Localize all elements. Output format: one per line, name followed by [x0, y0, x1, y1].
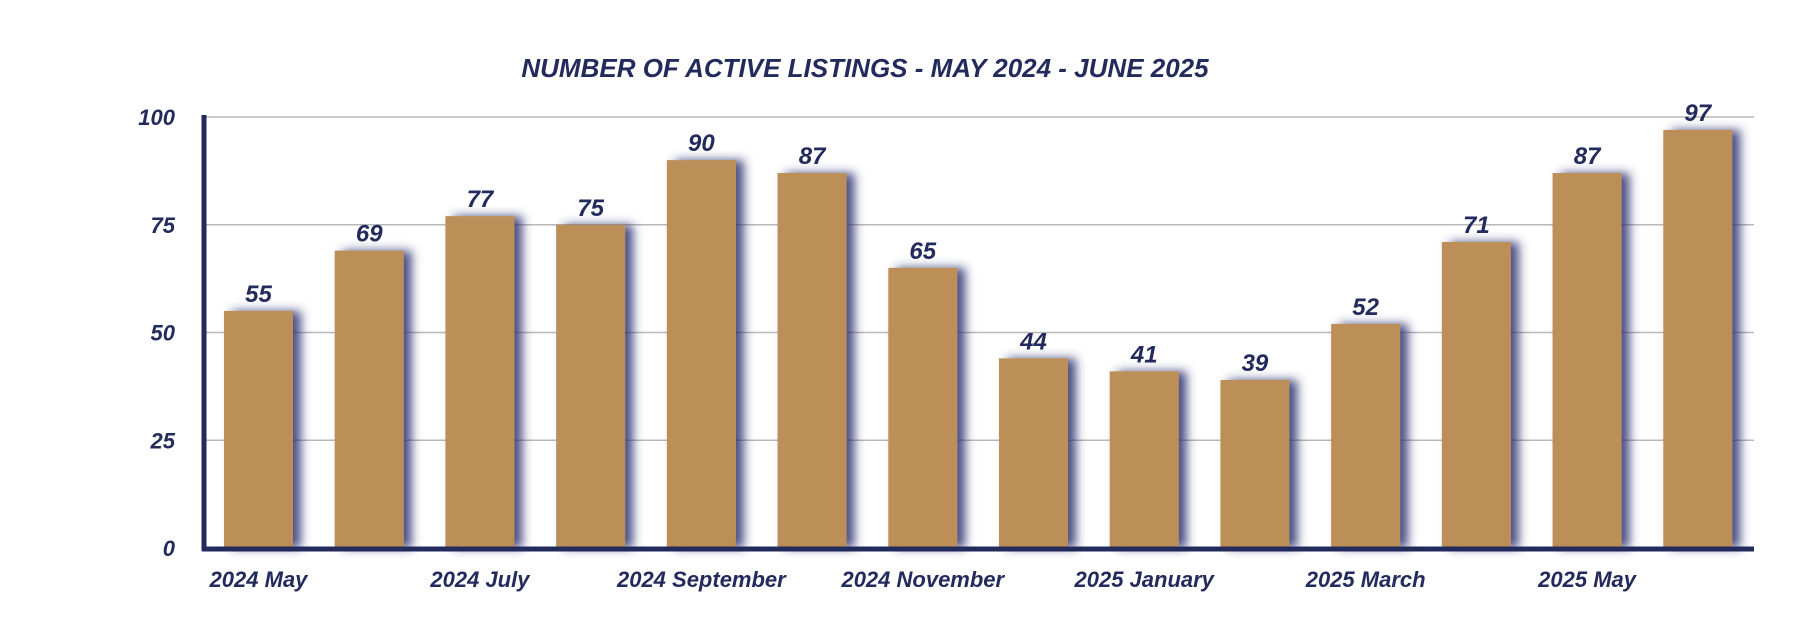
data-label: 69	[356, 221, 383, 248]
x-tick-label: 2025 May	[1537, 567, 1638, 592]
bar	[556, 224, 626, 548]
y-axis-ticks: 0 25 50 75 100	[138, 105, 175, 561]
x-tick-label: 2024 September	[616, 567, 787, 592]
data-label: 52	[1352, 294, 1379, 321]
bar	[1331, 323, 1401, 548]
bar	[999, 358, 1068, 548]
bar	[1109, 371, 1179, 548]
bar	[1663, 129, 1733, 548]
x-tick-label: 2025 January	[1073, 567, 1215, 592]
x-tick-label: 2024 May	[209, 567, 310, 592]
bar	[666, 160, 736, 548]
data-label: 90	[688, 130, 715, 157]
bar	[334, 250, 404, 549]
data-label: 44	[1019, 328, 1047, 355]
data-label: 87	[799, 143, 827, 170]
data-label: 77	[467, 186, 495, 213]
bar	[888, 267, 958, 548]
data-label: 97	[1684, 100, 1712, 127]
x-tick-label: 2024 July	[429, 567, 531, 592]
grid-lines	[204, 116, 1754, 441]
bar	[1220, 379, 1290, 548]
y-tick-label: 100	[138, 105, 175, 130]
data-label: 55	[245, 281, 272, 308]
bar	[1441, 241, 1511, 549]
x-tick-label: 2024 November	[840, 567, 1005, 592]
y-tick-label: 50	[151, 321, 176, 346]
data-label: 71	[1463, 212, 1490, 239]
x-axis-ticks: 2024 May 2024 July 2024 September 2024 Nove…	[209, 567, 1638, 592]
bar	[1552, 173, 1622, 548]
bars	[224, 129, 1733, 549]
bar	[777, 173, 847, 548]
data-label: 41	[1130, 341, 1158, 368]
y-tick-label: 25	[150, 428, 176, 453]
y-tick-label: 0	[163, 536, 176, 561]
data-labels: 55 69 77 75 90 87 65 44 41 39 52 71 87 97	[245, 100, 1713, 377]
x-tick-label: 2025 March	[1305, 567, 1426, 592]
data-label: 87	[1574, 143, 1602, 170]
data-label: 39	[1242, 350, 1269, 377]
bar	[224, 310, 293, 548]
y-tick-label: 75	[151, 213, 176, 238]
data-label: 65	[909, 238, 936, 265]
data-label: 75	[577, 195, 604, 222]
chart-title: NUMBER OF ACTIVE LISTINGS - MAY 2024 - J…	[521, 53, 1209, 83]
bar	[445, 216, 515, 548]
axes	[201, 115, 1754, 552]
